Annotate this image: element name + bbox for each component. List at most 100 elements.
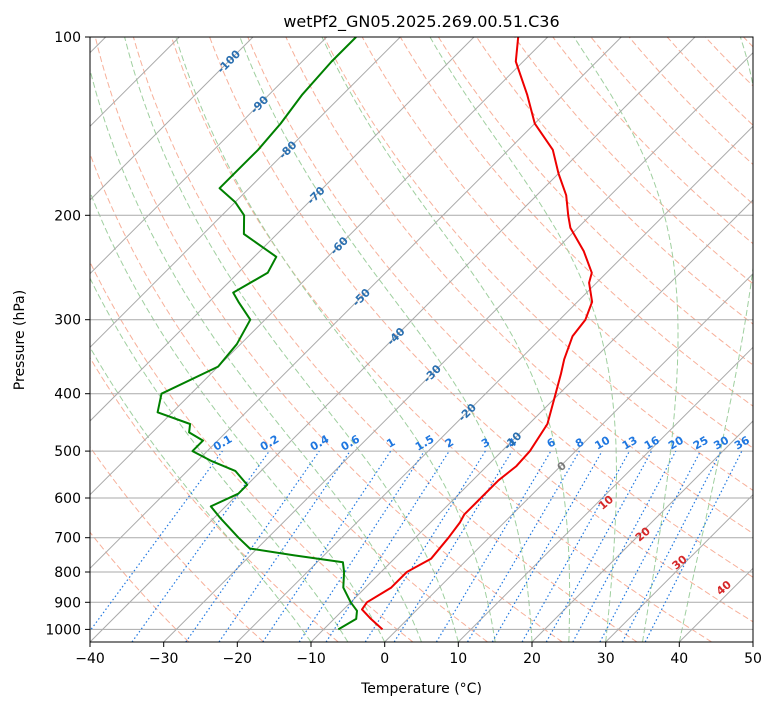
mixing-ratio-label: 0.2 xyxy=(258,433,281,454)
profiles xyxy=(156,37,594,631)
mixing-ratio-line xyxy=(325,450,450,642)
y-tick-label: 600 xyxy=(54,491,81,507)
isotherm xyxy=(90,37,622,570)
mixing-ratio-line xyxy=(572,450,677,642)
dry-adiabat xyxy=(90,260,414,642)
mixing-ratio-line xyxy=(298,450,425,642)
dry-adiabat xyxy=(94,37,563,642)
x-tick-label: 40 xyxy=(670,651,688,667)
x-tick-label: 20 xyxy=(523,651,541,667)
dry-adiabat-label: 40 xyxy=(714,578,734,598)
moist-adiabat xyxy=(90,190,386,642)
dry-adiabat xyxy=(247,37,753,578)
dry-adiabat xyxy=(209,37,753,623)
mixing-ratio-line xyxy=(185,450,320,642)
dry-adiabat xyxy=(743,37,753,48)
mixing-ratio-label: 1.5 xyxy=(413,433,436,454)
chart-title: wetPf2_GN05.2025.269.00.51.C36 xyxy=(283,12,559,32)
moist-adiabat xyxy=(429,37,617,642)
isotherm-label: -80 xyxy=(276,138,299,161)
dry-adiabat xyxy=(132,37,638,642)
x-tick-label: 30 xyxy=(597,651,615,667)
y-tick-label: 700 xyxy=(54,531,81,547)
dry-adiabat xyxy=(399,37,753,407)
x-tick-label: −10 xyxy=(296,651,326,667)
x-axis-label: Temperature (°C) xyxy=(360,681,482,697)
isotherm xyxy=(310,199,753,642)
dry-adiabat xyxy=(514,37,753,285)
mixing-ratio-lines xyxy=(90,450,743,642)
y-tick-label: 200 xyxy=(54,208,81,224)
y-tick-label: 300 xyxy=(54,313,81,329)
isotherm xyxy=(457,346,753,642)
y-axis-label: Pressure (hPa) xyxy=(12,290,28,390)
mixing-ratio-label: 30 xyxy=(711,433,731,452)
mixing-ratio-line xyxy=(435,450,552,642)
y-tick-label: 400 xyxy=(54,387,81,403)
plot-frame xyxy=(89,36,754,643)
dry-adiabat xyxy=(437,37,753,366)
mixing-ratio-label: 16 xyxy=(642,433,662,452)
isotherm xyxy=(605,493,753,642)
y-tick-label: 800 xyxy=(54,565,81,581)
isotherm xyxy=(90,37,696,642)
isotherm xyxy=(531,420,753,642)
isotherm xyxy=(236,125,753,642)
isotherm xyxy=(384,272,753,642)
isotherm xyxy=(163,51,753,642)
y-tick-label: 100 xyxy=(54,30,81,46)
mixing-ratio-line xyxy=(521,450,631,642)
mixing-ratio-line xyxy=(545,450,653,642)
x-tick-label: −20 xyxy=(223,651,253,667)
moist-adiabat xyxy=(573,37,679,642)
isotherm-label: -100 xyxy=(215,47,244,76)
moist-adiabat xyxy=(239,37,533,642)
dry-adiabat-label: 10 xyxy=(596,493,616,513)
mixing-ratio-label: 36 xyxy=(732,433,752,452)
dry-adiabat-label: 20 xyxy=(633,524,653,544)
dry-adiabat xyxy=(590,37,753,205)
x-tick-label: 10 xyxy=(449,651,467,667)
dry-adiabat xyxy=(90,446,264,642)
mixing-ratio-label: 25 xyxy=(691,434,711,453)
y-tick-label: 500 xyxy=(54,444,81,460)
dry-adiabat xyxy=(285,37,753,535)
moist-adiabat xyxy=(90,277,349,642)
mixing-ratio-label: 13 xyxy=(620,434,640,453)
mixing-ratio-line xyxy=(218,450,351,642)
isotherm-label: -70 xyxy=(304,184,327,207)
dry-adiabat xyxy=(171,37,712,642)
x-tick-label: −40 xyxy=(75,651,105,667)
isotherm xyxy=(90,37,475,422)
isotherm xyxy=(90,37,328,275)
x-tick-label: −30 xyxy=(149,651,179,667)
x-axis: −40 −30 −20 −10 0 10 20 30 40 50 xyxy=(75,642,762,667)
mixing-ratio-line xyxy=(393,450,513,642)
isotherm xyxy=(90,37,401,349)
moist-adiabat xyxy=(678,37,753,642)
mixing-ratio-label: 0.4 xyxy=(308,432,332,453)
mixing-ratio-label: 0.1 xyxy=(211,433,234,454)
mixing-ratio-label: 20 xyxy=(666,433,686,452)
line-labels: 0.1 0.2 0.4 0.6 1 1.5 2 3 4 6 8 10 13 16 20 25 30 36-100-… xyxy=(211,47,752,598)
dewpoint-profile xyxy=(156,37,358,631)
isotherm xyxy=(752,641,753,642)
mixing-ratio-line xyxy=(364,450,486,642)
isotherm xyxy=(90,37,254,201)
dry-adiabat xyxy=(90,152,488,642)
isotherm xyxy=(90,37,549,496)
y-tick-label: 1000 xyxy=(45,622,81,638)
dry-adiabat xyxy=(704,37,753,87)
dry-adiabat xyxy=(361,37,753,449)
mixing-ratio-line xyxy=(262,450,392,642)
moist-adiabat xyxy=(124,37,459,642)
dry-adiabat xyxy=(666,37,753,126)
moist-adiabat xyxy=(321,37,571,642)
mixing-ratio-line xyxy=(491,450,603,642)
mixing-ratio-label: 2 xyxy=(443,436,456,451)
grid-lines xyxy=(90,37,753,642)
y-axis: 100 200 300 400 500 600 700 800 900 1000 xyxy=(45,30,90,638)
isotherm-label: -50 xyxy=(350,286,373,309)
mixing-ratio-label: 1 xyxy=(384,436,397,451)
